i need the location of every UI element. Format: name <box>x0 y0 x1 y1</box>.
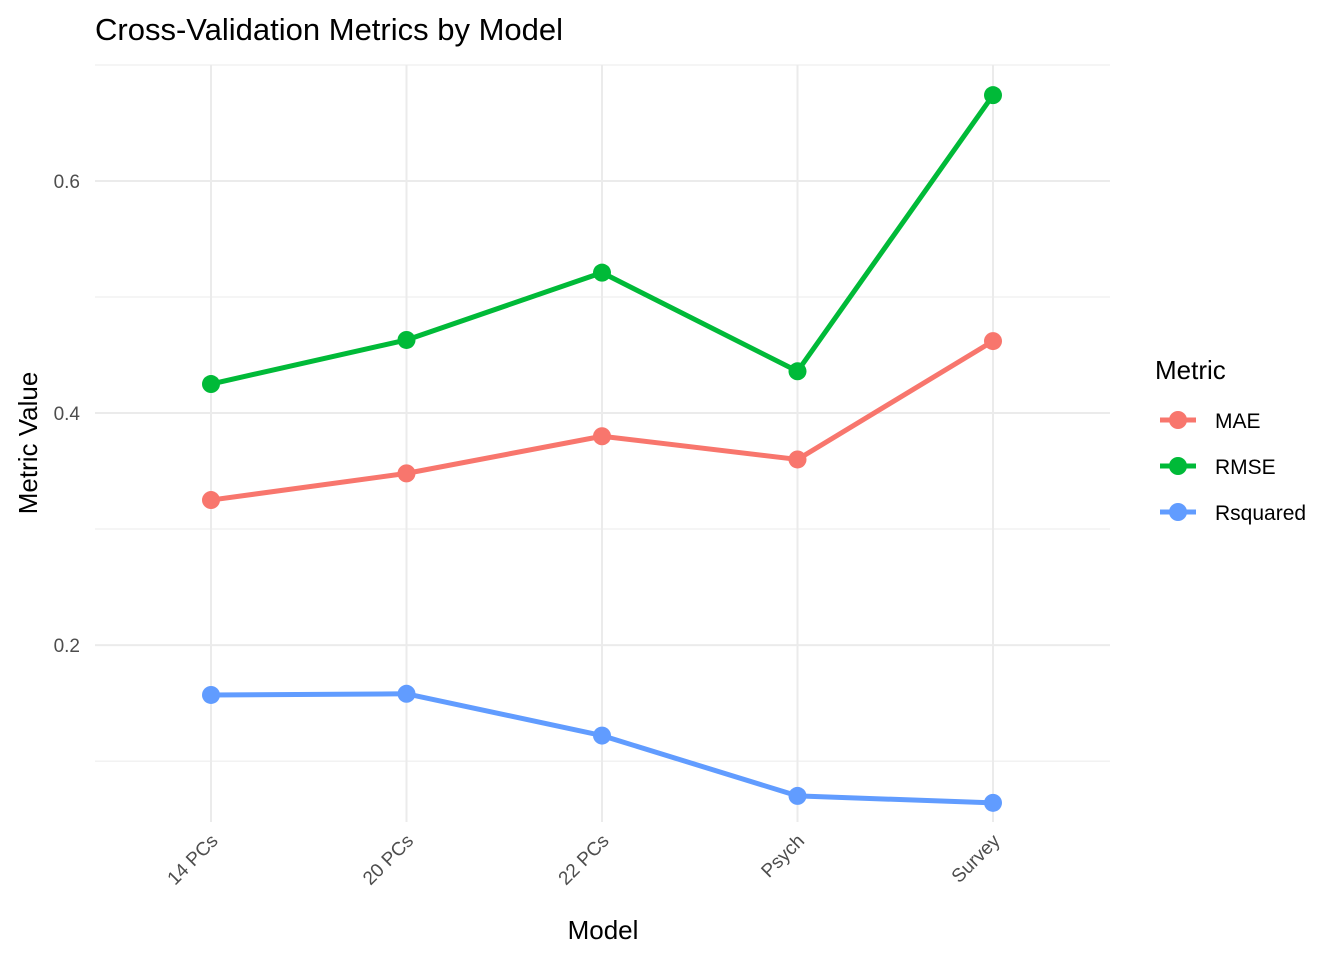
data-point <box>788 362 807 381</box>
legend-label: MAE <box>1215 410 1261 433</box>
legend-key-point <box>1169 411 1187 429</box>
x-axis-title: Model <box>568 915 639 945</box>
data-point <box>984 332 1002 351</box>
data-point <box>593 427 611 446</box>
series-mae <box>202 332 1002 510</box>
y-tick-label: 0.4 <box>54 404 81 425</box>
chart-title: Cross-Validation Metrics by Model <box>95 12 563 47</box>
y-tick-label: 0.2 <box>54 636 80 657</box>
grid-lines <box>95 64 1110 822</box>
legend-item-mae: MAE <box>1160 410 1261 433</box>
legend-key-point <box>1169 503 1187 521</box>
legend: Metric MAE RMSE Rsquared <box>1155 355 1306 525</box>
data-point <box>202 375 220 394</box>
data-point <box>397 464 416 483</box>
legend-items: MAE RMSE Rsquared <box>1160 410 1306 525</box>
legend-title: Metric <box>1155 355 1226 385</box>
data-point <box>397 330 416 349</box>
series-layer <box>202 86 1002 812</box>
legend-item-rmse: RMSE <box>1160 456 1276 479</box>
x-axis-ticks: 14 PCs 20 PCs 22 PCs Psych Survey <box>164 830 1005 889</box>
data-point <box>788 450 807 469</box>
data-point <box>788 786 807 805</box>
data-point <box>397 684 416 703</box>
legend-key-point <box>1169 457 1187 475</box>
y-axis-title: Metric Value <box>13 372 43 515</box>
data-point <box>202 491 220 510</box>
x-tick-label: Psych <box>758 831 809 882</box>
x-tick-label: 22 PCs <box>555 831 614 890</box>
x-tick-label: 14 PCs <box>164 831 223 890</box>
data-point <box>593 726 611 745</box>
series-rmse <box>202 86 1002 394</box>
legend-item-rsquared: Rsquared <box>1160 502 1306 525</box>
data-point <box>984 86 1002 105</box>
data-point <box>984 793 1002 812</box>
data-point <box>202 685 220 704</box>
legend-label: RMSE <box>1215 456 1276 479</box>
data-point <box>593 263 611 282</box>
x-tick-label: 20 PCs <box>359 831 418 890</box>
legend-label: Rsquared <box>1215 502 1306 525</box>
series-rsquared <box>202 684 1002 812</box>
y-axis-ticks: 0.2 0.4 0.6 <box>54 172 81 657</box>
x-tick-label: Survey <box>948 830 1005 887</box>
y-tick-label: 0.6 <box>54 172 80 193</box>
